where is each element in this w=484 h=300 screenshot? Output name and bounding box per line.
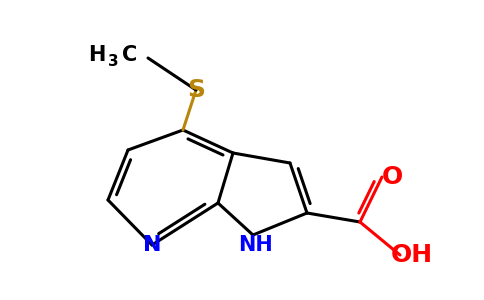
Text: OH: OH [391, 243, 433, 267]
Text: C: C [122, 45, 137, 65]
Text: NH: NH [238, 235, 272, 255]
Text: 3: 3 [108, 55, 119, 70]
Text: O: O [381, 165, 403, 189]
Text: S: S [187, 78, 205, 102]
Text: N: N [143, 235, 161, 255]
Text: H: H [88, 45, 105, 65]
